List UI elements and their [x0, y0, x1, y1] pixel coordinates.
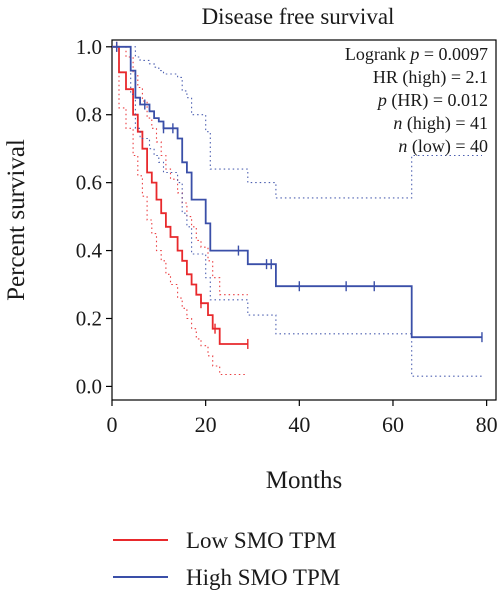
y-tick-label: 0.2 [76, 306, 102, 330]
stats-line: HR (high) = 2.1 [373, 67, 488, 88]
y-axis-label: Percent survival [3, 139, 30, 301]
survival-curve-low [112, 45, 248, 345]
plot-frame [111, 39, 497, 401]
chart-title: Disease free survival [202, 4, 395, 29]
x-tick-label: 20 [195, 412, 217, 437]
legend-label-low: Low SMO TPM [186, 528, 336, 553]
x-axis: 0 20 40 60 80 [107, 400, 498, 437]
y-axis: 0.0 0.2 0.4 0.6 0.8 1.0 [76, 35, 112, 398]
survival-curve-high [112, 45, 482, 339]
stats-line: n (low) = 40 [398, 136, 488, 157]
ci-lower-low [112, 46, 248, 376]
ci-lower-high [112, 46, 482, 377]
y-tick-label: 0.8 [76, 103, 102, 127]
x-tick-label: 60 [382, 412, 404, 437]
stats-line: Logrank p = 0.0097 [345, 44, 488, 64]
stats-line: n (high) = 41 [393, 113, 488, 134]
stats-line: p (HR) = 0.012 [376, 90, 488, 111]
legend: Low SMO TPM High SMO TPM [113, 528, 340, 590]
legend-label-high: High SMO TPM [186, 565, 340, 590]
y-tick-label: 0.0 [76, 374, 102, 398]
y-tick-label: 1.0 [76, 35, 102, 59]
series-high [112, 41, 483, 377]
x-axis-label: Months [266, 467, 342, 494]
x-tick-label: 0 [107, 412, 118, 437]
y-tick-label: 0.4 [76, 239, 103, 263]
x-tick-label: 80 [476, 412, 498, 437]
y-tick-label: 0.6 [76, 171, 102, 195]
stats-annotation: Logrank p = 0.0097 HR (high) = 2.1p (HR) … [345, 44, 488, 157]
series-low [112, 41, 249, 376]
x-tick-label: 40 [288, 412, 310, 437]
series-layer [112, 41, 483, 377]
ci-upper-low [112, 46, 248, 296]
